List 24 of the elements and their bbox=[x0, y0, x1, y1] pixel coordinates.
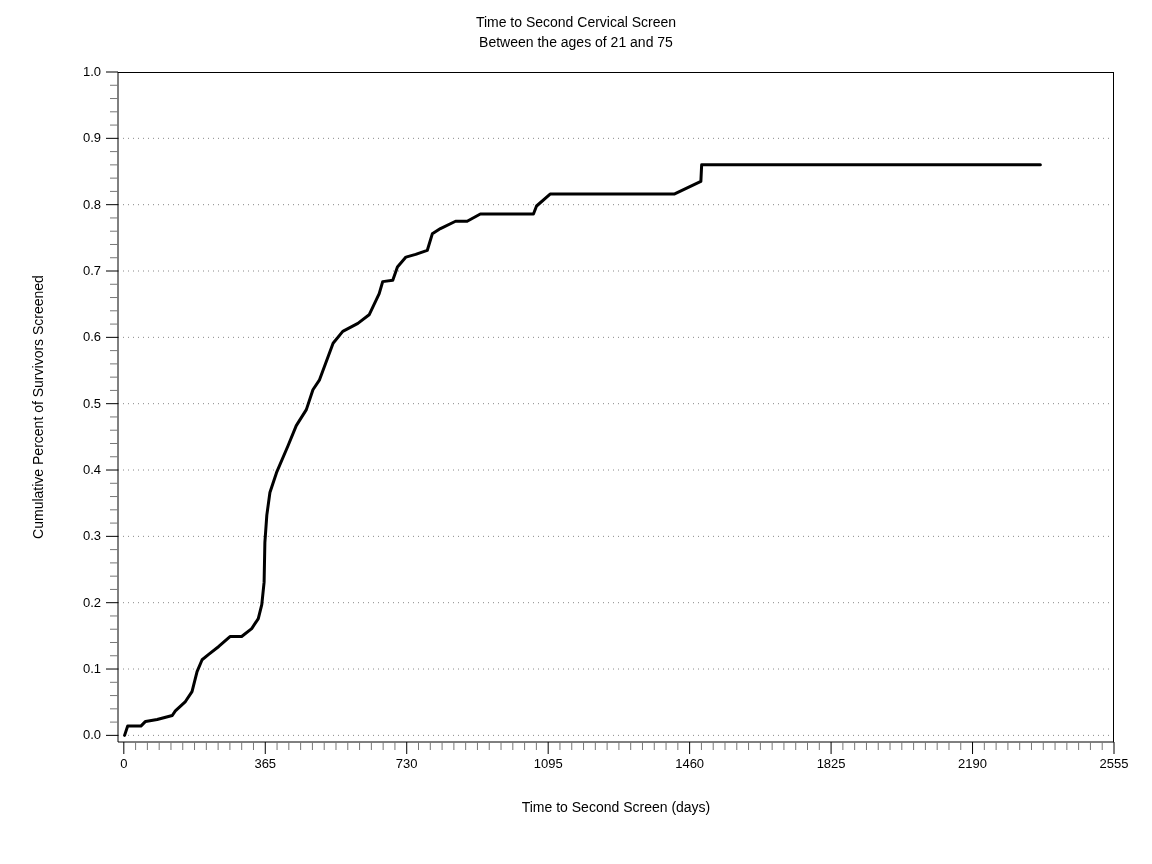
y-tick-label: 0.7 bbox=[82, 263, 101, 279]
y-tick-label: 0.4 bbox=[82, 462, 101, 478]
x-tick-label: 2555 bbox=[1099, 756, 1129, 771]
y-tick-label: 1.0 bbox=[82, 64, 101, 79]
x-axis-title: Time to Second Screen (days) bbox=[521, 798, 711, 815]
x-tick-label: 365 bbox=[254, 756, 277, 771]
y-axis-title: Cumulative Percent of Survivors Screened bbox=[29, 275, 46, 539]
chart-title: Time to Second Cervical Screen bbox=[474, 13, 678, 32]
y-tick-label: 0.0 bbox=[82, 727, 101, 743]
y-tick-label: 0.6 bbox=[82, 329, 101, 345]
x-tick-label: 1460 bbox=[675, 756, 705, 771]
y-tick-label: 0.1 bbox=[82, 661, 101, 677]
x-tick-label: 1095 bbox=[533, 756, 563, 771]
line-series bbox=[123, 163, 1042, 737]
x-tick-label: 2190 bbox=[958, 756, 988, 771]
y-tick-label: 0.5 bbox=[82, 395, 101, 411]
chart-subtitle: Between the ages of 21 and 75 bbox=[478, 33, 674, 52]
y-tick-label: 0.9 bbox=[82, 130, 101, 146]
y-tick-label: 0.3 bbox=[82, 528, 101, 544]
x-tick-label: 730 bbox=[395, 756, 418, 771]
y-tick-label: 0.8 bbox=[82, 196, 101, 212]
y-tick-label: 0.2 bbox=[82, 594, 101, 610]
x-tick-label: 0 bbox=[120, 756, 128, 771]
x-tick-label: 1825 bbox=[816, 756, 846, 771]
